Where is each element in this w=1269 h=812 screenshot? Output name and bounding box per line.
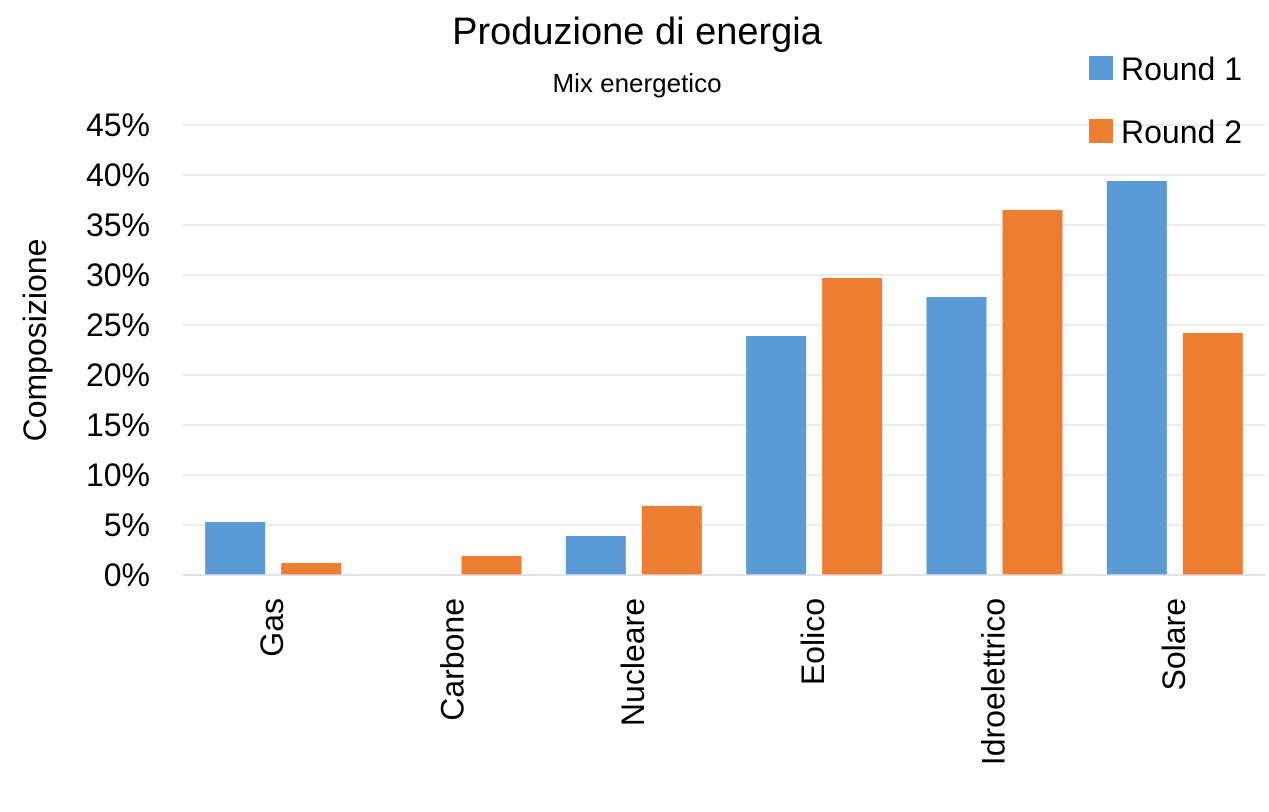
x-category-label: Solare <box>1156 598 1192 691</box>
bar-round-2-carbone <box>461 556 522 575</box>
x-category-label: Nucleare <box>615 598 651 726</box>
y-tick-label: 15% <box>86 407 150 443</box>
bar-round-1-gas <box>205 522 266 575</box>
bars <box>205 181 1243 575</box>
bar-round-2-nucleare <box>641 506 702 575</box>
gridlines <box>183 124 1265 526</box>
y-tick-labels: 0% 5% 10% 15% 20% 25% 30% 35% 40% 45% <box>86 107 150 593</box>
chart-subtitle: Mix energetico <box>552 68 721 98</box>
chart-title: Produzione di energia <box>452 11 823 53</box>
legend-swatch <box>1089 56 1113 80</box>
bar-round-2-idroelettrico <box>1002 210 1063 575</box>
legend-label: Round 1 <box>1121 51 1242 87</box>
x-category-label: Gas <box>254 598 290 657</box>
y-tick-label: 40% <box>86 157 150 193</box>
legend-swatch <box>1089 119 1113 143</box>
bar-round-1-eolico <box>746 336 807 575</box>
bar-round-2-gas <box>281 563 342 575</box>
legend: Round 1 Round 2 <box>1089 51 1242 150</box>
bar-round-2-solare <box>1182 333 1243 575</box>
x-category-label: Eolico <box>795 598 831 685</box>
bar-round-1-idroelettrico <box>926 297 987 575</box>
y-axis-title: Composizione <box>17 239 53 442</box>
y-tick-label: 10% <box>86 457 150 493</box>
y-tick-label: 5% <box>104 507 150 543</box>
bar-round-1-solare <box>1106 181 1167 575</box>
bar-round-1-nucleare <box>565 536 626 575</box>
y-tick-label: 45% <box>86 107 150 143</box>
y-tick-label: 25% <box>86 307 150 343</box>
y-tick-label: 30% <box>86 257 150 293</box>
x-category-labels: Gas Carbone Nucleare Eolico Idroelettrico Sol… <box>254 598 1192 765</box>
x-category-label: Carbone <box>435 598 471 721</box>
legend-label: Round 2 <box>1121 114 1242 150</box>
x-category-label: Idroelettrico <box>976 598 1012 765</box>
y-tick-label: 0% <box>104 557 150 593</box>
y-tick-label: 35% <box>86 207 150 243</box>
y-tick-label: 20% <box>86 357 150 393</box>
bar-round-2-eolico <box>822 278 883 575</box>
